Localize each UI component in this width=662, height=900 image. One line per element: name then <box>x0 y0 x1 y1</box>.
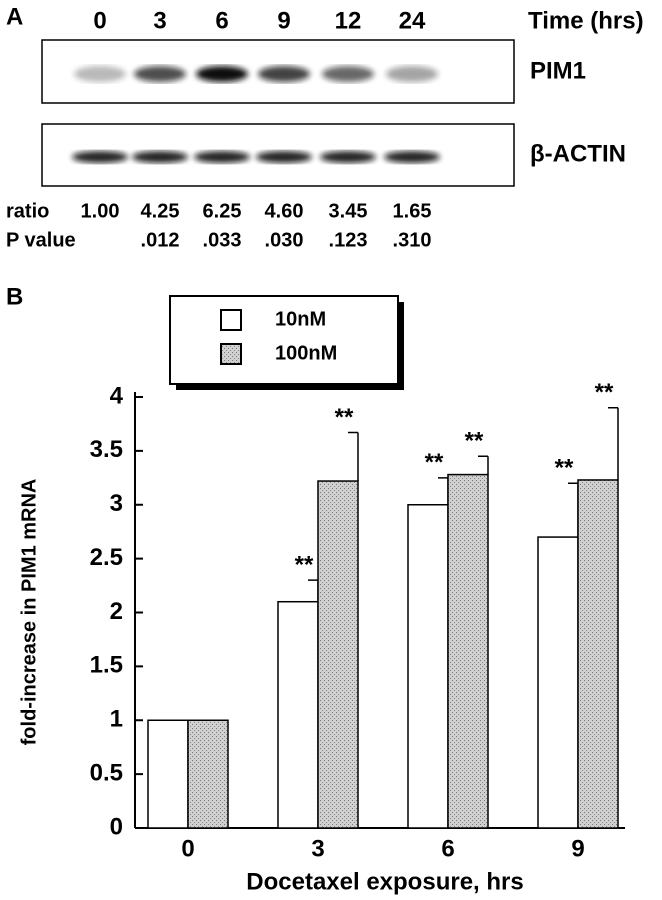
bar <box>147 719 189 829</box>
y-tick-label: 3.5 <box>90 436 123 463</box>
y-tick-label: 2.5 <box>90 544 123 571</box>
time-label: 6 <box>215 7 228 34</box>
legend-label: 100nM <box>275 342 337 364</box>
y-tick-label: 0 <box>110 813 123 840</box>
bar <box>447 473 489 829</box>
panel-label: A <box>6 3 23 30</box>
p-value: .123 <box>329 229 368 251</box>
y-axis-title: fold-increase in PIM1 mRNA <box>18 479 40 746</box>
pim1-band <box>386 66 438 82</box>
y-tick-label: 1.5 <box>90 652 123 679</box>
bar <box>317 480 359 829</box>
pim1-band <box>74 66 126 82</box>
error-bar <box>308 579 319 602</box>
pim1-band <box>134 66 186 82</box>
ratio-label: ratio <box>6 200 49 222</box>
time-label: 0 <box>93 7 106 34</box>
ratio: 4.25 <box>141 200 180 222</box>
ratio: 6.25 <box>203 200 242 222</box>
y-tick-label: 2 <box>110 598 123 625</box>
error-bar <box>348 431 359 482</box>
y-tick-label: 3 <box>110 490 123 517</box>
bar <box>537 536 579 829</box>
x-tick-label: 9 <box>571 835 584 862</box>
error-bar <box>438 477 449 505</box>
bar <box>187 719 229 829</box>
p-label: P value <box>6 229 76 251</box>
significance: ** <box>465 428 484 455</box>
band-label: PIM1 <box>530 57 586 84</box>
significance: ** <box>295 552 314 579</box>
p-value: .033 <box>203 229 242 251</box>
actin-band <box>194 151 250 163</box>
legend-swatch <box>220 309 242 331</box>
ratio: 1.65 <box>393 200 432 222</box>
band-label: β-ACTIN <box>530 140 626 167</box>
y-tick-label: 1 <box>110 706 123 733</box>
error-bar <box>568 482 579 538</box>
x-tick-label: 3 <box>311 835 324 862</box>
time-label: 9 <box>277 7 290 34</box>
significance: ** <box>595 379 614 406</box>
error-bar <box>478 455 489 475</box>
p-value: .030 <box>265 229 304 251</box>
time-label: 24 <box>399 7 426 34</box>
time-label: 12 <box>335 7 362 34</box>
pim1-band <box>258 66 310 82</box>
p-value: .310 <box>393 229 432 251</box>
actin-band <box>132 151 188 163</box>
legend-label: 10nM <box>275 308 326 330</box>
actin-band <box>256 151 312 163</box>
x-tick-label: 6 <box>441 835 454 862</box>
p-value: .012 <box>141 229 180 251</box>
bar <box>407 504 449 829</box>
error-bar <box>608 407 619 480</box>
significance: ** <box>425 449 444 476</box>
bar <box>577 479 619 829</box>
time-label: 3 <box>153 7 166 34</box>
x-axis-title: Docetaxel exposure, hrs <box>246 868 523 895</box>
panel-label: B <box>6 283 23 310</box>
y-tick-label: 0.5 <box>90 759 123 786</box>
y-tick-label: 4 <box>110 382 124 409</box>
actin-band <box>384 151 440 163</box>
pim1-band <box>322 66 374 82</box>
x-tick-label: 0 <box>181 835 194 862</box>
time-label: Time (hrs) <box>528 7 644 34</box>
ratio: 1.00 <box>81 200 120 222</box>
significance: ** <box>555 455 574 482</box>
legend-swatch <box>220 343 242 365</box>
legend <box>169 295 399 385</box>
bar <box>277 600 319 829</box>
actin-band <box>320 151 376 163</box>
actin-band <box>72 151 128 163</box>
pim1-band <box>196 66 248 82</box>
ratio: 3.45 <box>329 200 368 222</box>
ratio: 4.60 <box>265 200 304 222</box>
significance: ** <box>335 404 354 431</box>
